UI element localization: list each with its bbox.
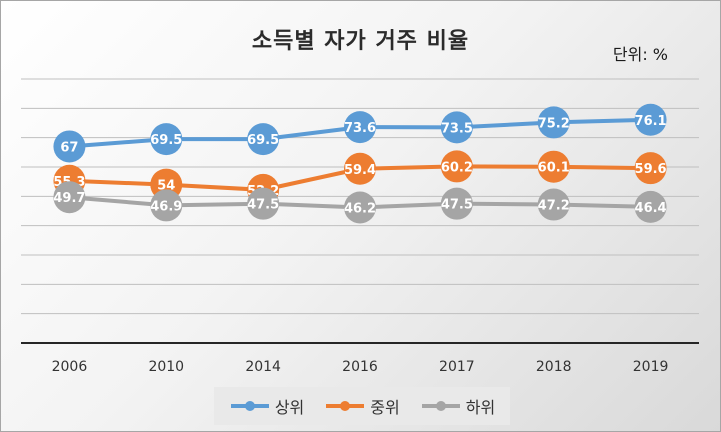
legend-marker-icon [421, 401, 460, 411]
x-tick-label: 2006 [52, 359, 88, 375]
data-point [440, 111, 473, 144]
data-label: 69.5 [247, 133, 279, 148]
data-point [150, 189, 183, 222]
data-label: 59.6 [635, 162, 667, 177]
data-label: 46.9 [150, 199, 182, 214]
data-label: 54 [157, 179, 175, 194]
legend-label: 중위 [370, 398, 400, 417]
data-point [537, 188, 570, 221]
data-point [53, 130, 86, 163]
data-point [440, 187, 473, 220]
data-label: 46.2 [344, 201, 376, 216]
data-point [344, 152, 376, 185]
data-point [344, 191, 376, 224]
data-point [150, 123, 183, 156]
x-tick-label: 2019 [633, 359, 669, 375]
data-label: 47.2 [538, 199, 570, 214]
data-label: 73.6 [344, 121, 376, 136]
data-label: 49.7 [53, 191, 85, 206]
legend-item: 중위 [324, 394, 400, 418]
data-label: 47.5 [247, 198, 279, 213]
data-point [440, 150, 473, 183]
data-label: 67 [60, 140, 78, 155]
data-point [344, 111, 376, 144]
legend-item: 상위 [229, 394, 304, 418]
data-point [634, 103, 667, 136]
data-label: 75.2 [538, 116, 570, 131]
legend-marker-icon [326, 401, 365, 411]
x-tick-label: 2010 [148, 359, 184, 375]
data-label: 69.5 [150, 133, 182, 148]
data-label: 60.1 [538, 161, 570, 176]
data-point [634, 152, 667, 185]
data-point [634, 190, 667, 223]
data-point [53, 181, 86, 214]
unit-label: 단위: % [612, 45, 668, 64]
data-label: 47.5 [441, 198, 473, 213]
legend-item: 하위 [420, 394, 495, 418]
data-label: 76.1 [635, 114, 667, 129]
x-tick-label: 2016 [342, 359, 378, 375]
chart-title: 소득별 자가 거주 비율 [251, 29, 470, 54]
data-label: 46.4 [635, 201, 667, 216]
x-tick-label: 2017 [439, 359, 475, 375]
data-label: 60.2 [441, 160, 473, 175]
legend-label: 상위 [274, 398, 305, 417]
data-point [247, 187, 280, 220]
data-point [247, 123, 280, 156]
data-point [537, 150, 570, 183]
x-tick-label: 2014 [245, 359, 281, 375]
legend-marker-icon [230, 401, 269, 411]
chart-legend: 상위 중위 하위 [214, 387, 510, 425]
legend-label: 하위 [465, 398, 496, 417]
x-tick-label: 2018 [536, 359, 572, 375]
data-point [537, 106, 570, 139]
data-label: 59.4 [344, 163, 376, 178]
data-label: 73.5 [441, 121, 473, 136]
